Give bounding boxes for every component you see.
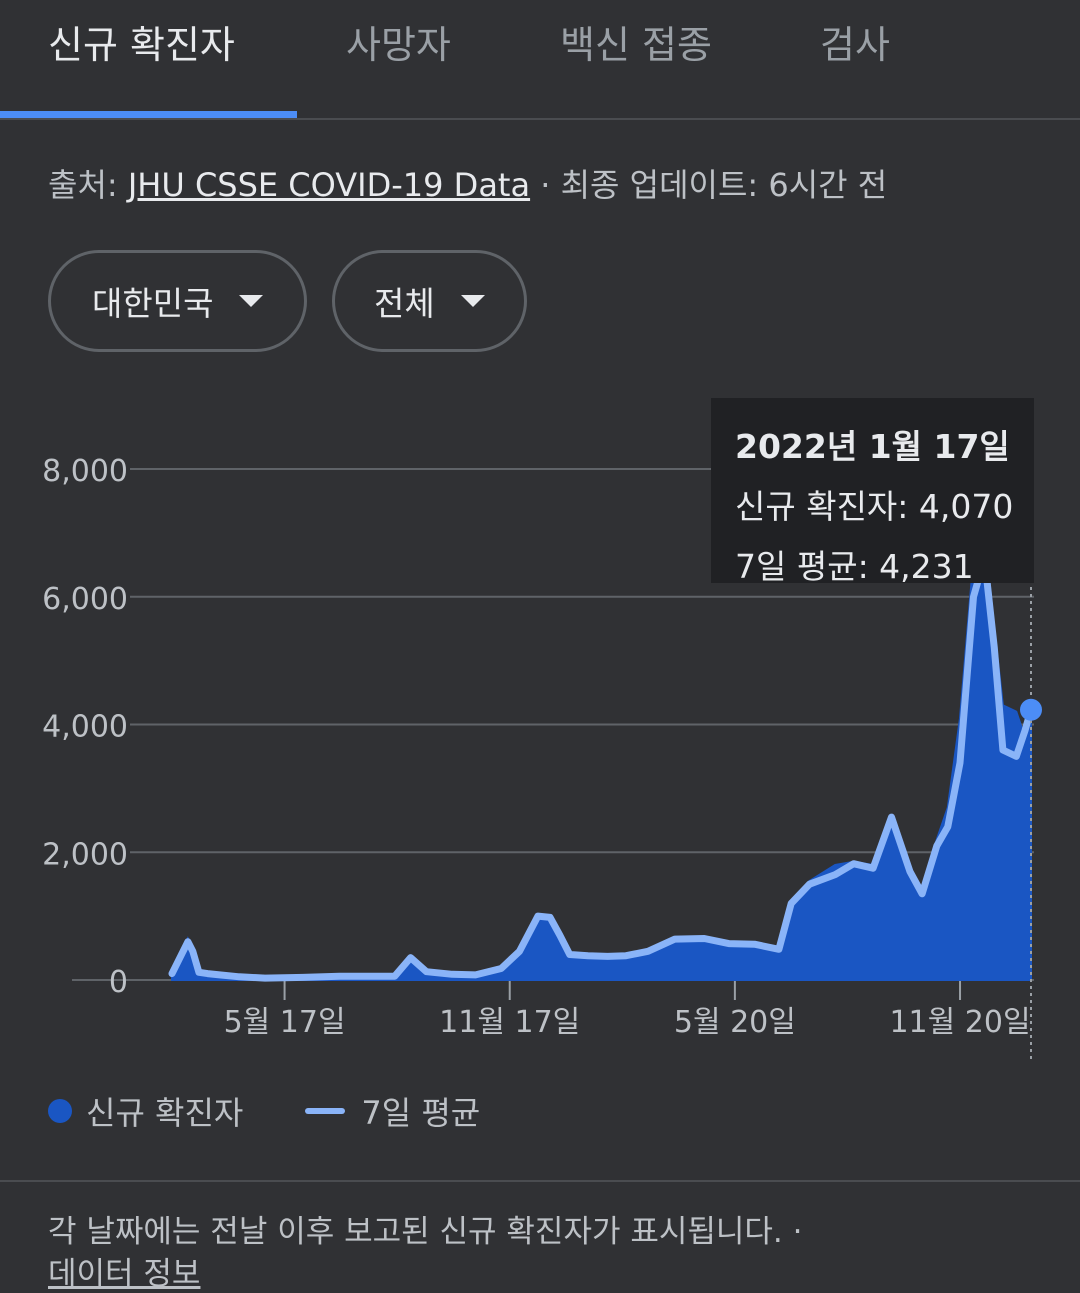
- new-cases-area: [171, 528, 1032, 981]
- footnote: 각 날짜에는 전날 이후 보고된 신규 확진자가 표시됩니다. ·: [48, 1214, 803, 1250]
- y-tick-label: 2,000: [42, 837, 128, 872]
- source-prefix: 출처:: [48, 166, 128, 204]
- tooltip-cases: 신규 확진자: 4,070: [735, 487, 1014, 526]
- legend-average-line: [305, 1108, 346, 1114]
- scope-value: 전체: [374, 284, 435, 323]
- y-tick-label: 4,000: [42, 710, 128, 745]
- legend-cases-label: 신규 확진자: [86, 1094, 244, 1132]
- source-line: 출처: JHU CSSE COVID-19 Data · 최종 업데이트: 6시…: [48, 160, 887, 206]
- x-tick-label: 5월 17일: [224, 1005, 346, 1040]
- x-tick-label: 11월 17일: [439, 1005, 580, 1040]
- tooltip-average: 7일 평균: 4,231: [735, 547, 974, 586]
- chevron-down-icon: [239, 295, 264, 307]
- tab-new-cases[interactable]: 신규 확진자: [48, 23, 235, 67]
- region-value: 대한민국: [92, 284, 214, 323]
- scope-dropdown[interactable]: 전체: [332, 250, 527, 352]
- metric-tabs: 신규 확진자 사망자 백신 접종 검사: [0, 0, 1080, 120]
- divider: [0, 1180, 1080, 1182]
- chart-legend: 신규 확진자 7일 평균: [48, 1088, 480, 1134]
- source-update: · 최종 업데이트: 6시간 전: [530, 166, 888, 204]
- cases-chart[interactable]: 0 2,000 4,000 6,000 8,000 5월 17일 11월 17일 5월 20일…: [0, 380, 1080, 1080]
- tooltip-date: 2022년 1월 17일: [735, 427, 1010, 466]
- chart-tooltip: 2022년 1월 17일 신규 확진자: 4,070 7일 평균: 4,231: [711, 398, 1034, 586]
- x-tick-label: 5월 20일: [674, 1005, 796, 1040]
- legend-cases-dot: [48, 1099, 72, 1123]
- x-tick-label: 11월 20일: [889, 1005, 1030, 1040]
- tab-vaccinations[interactable]: 백신 접종: [560, 23, 712, 67]
- seven-day-average-line: [168, 554, 1035, 982]
- legend-average-label: 7일 평균: [361, 1094, 481, 1132]
- tab-tests[interactable]: 검사: [820, 23, 890, 67]
- active-tab-indicator: [0, 111, 297, 118]
- region-dropdown[interactable]: 대한민국: [48, 250, 307, 352]
- data-info-link[interactable]: 데이터 정보: [48, 1256, 201, 1292]
- hover-point: [1020, 698, 1042, 721]
- y-tick-label: 0: [109, 965, 128, 1000]
- source-link[interactable]: JHU CSSE COVID-19 Data: [127, 166, 531, 204]
- chevron-down-icon: [460, 295, 485, 307]
- y-tick-label: 8,000: [42, 454, 128, 489]
- tab-deaths[interactable]: 사망자: [346, 23, 451, 67]
- y-tick-label: 6,000: [42, 582, 128, 617]
